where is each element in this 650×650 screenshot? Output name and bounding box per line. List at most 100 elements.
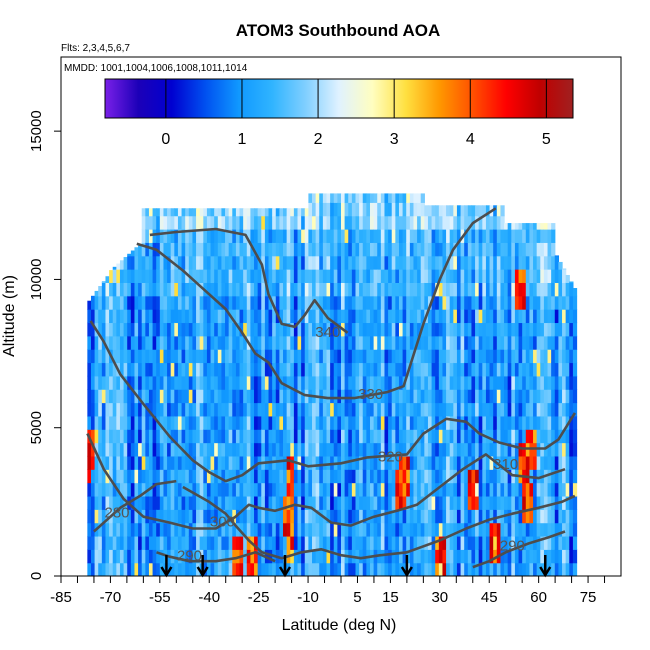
heatmap-cell xyxy=(127,389,132,404)
heatmap-cell xyxy=(246,242,252,257)
heatmap-cell xyxy=(489,215,494,230)
heatmap-cell xyxy=(337,535,342,550)
heatmap-cell xyxy=(333,282,338,297)
heatmap-cell xyxy=(254,229,259,243)
heatmap-cell xyxy=(246,309,252,324)
heatmap-cell xyxy=(279,282,284,297)
heatmap-cell xyxy=(511,535,516,550)
heatmap-cell xyxy=(406,295,411,310)
heatmap-cell xyxy=(456,549,462,564)
heatmap-cell xyxy=(235,255,241,270)
heatmap-cell xyxy=(409,469,415,484)
heatmap-cell xyxy=(272,495,277,510)
heatmap-cell xyxy=(243,562,248,576)
heatmap-cell xyxy=(500,242,505,257)
heatmap-cell xyxy=(235,335,241,350)
heatmap-cell xyxy=(435,215,440,230)
heatmap-cell xyxy=(427,482,433,497)
heatmap-cell xyxy=(199,295,204,310)
heatmap-cell xyxy=(420,335,425,350)
heatmap-cell xyxy=(369,269,375,283)
heatmap-cell xyxy=(290,375,295,390)
heatmap-cell xyxy=(507,562,512,576)
heatmap-cell xyxy=(239,362,244,377)
heatmap-cell xyxy=(351,202,357,217)
heatmap-cell xyxy=(529,295,534,310)
heatmap-cell xyxy=(413,202,418,217)
heatmap-cell xyxy=(543,362,549,377)
heatmap-cell xyxy=(409,215,415,230)
heatmap-cell xyxy=(243,335,248,350)
heatmap-cell xyxy=(475,309,480,324)
heatmap-cell xyxy=(301,429,306,444)
heatmap-cell xyxy=(341,255,346,270)
heatmap-cell xyxy=(373,322,378,337)
heatmap-cell xyxy=(467,362,473,377)
heatmap-cell xyxy=(417,522,422,537)
heatmap-cell xyxy=(417,193,422,203)
heatmap-cell xyxy=(308,295,313,310)
heatmap-cell xyxy=(272,208,277,217)
heatmap-cell xyxy=(297,309,302,324)
heatmap-cell xyxy=(420,375,425,390)
heatmap-cell xyxy=(272,229,277,243)
heatmap-cell xyxy=(243,442,248,457)
heatmap-cell xyxy=(272,535,277,550)
heatmap-cell xyxy=(268,482,273,497)
heatmap-cell xyxy=(98,509,103,524)
heatmap-cell xyxy=(163,442,168,457)
heatmap-cell xyxy=(572,402,578,417)
heatmap-cell xyxy=(348,255,353,270)
heatmap-cell xyxy=(485,495,491,510)
heatmap-cell xyxy=(362,562,367,576)
heatmap-cell xyxy=(148,442,154,457)
heatmap-cell xyxy=(395,469,400,484)
heatmap-cell xyxy=(181,535,186,550)
heatmap-cell xyxy=(562,429,567,444)
heatmap-cell xyxy=(304,269,309,283)
heatmap-cell xyxy=(417,455,422,470)
heatmap-cell xyxy=(453,375,458,390)
heatmap-cell xyxy=(398,469,404,484)
heatmap-cell xyxy=(87,415,92,430)
heatmap-cell xyxy=(293,322,299,337)
heatmap-cell xyxy=(308,322,313,337)
heatmap-cell xyxy=(319,442,324,457)
heatmap-cell xyxy=(438,215,444,230)
heatmap-cell xyxy=(493,549,498,564)
heatmap-cell xyxy=(417,255,422,270)
heatmap-cell xyxy=(112,469,117,484)
heatmap-cell xyxy=(264,309,270,324)
heatmap-cell xyxy=(344,469,349,484)
heatmap-cell xyxy=(141,389,146,404)
heatmap-cell xyxy=(525,309,531,324)
heatmap-cell xyxy=(344,269,349,283)
heatmap-cell xyxy=(283,269,288,283)
heatmap-cell xyxy=(326,215,331,230)
heatmap-cell xyxy=(337,255,342,270)
heatmap-cell xyxy=(283,415,288,430)
heatmap-cell xyxy=(504,442,509,457)
heatmap-cell xyxy=(116,415,121,430)
heatmap-cell xyxy=(496,442,502,457)
heatmap-cell xyxy=(351,229,357,243)
heatmap-cell xyxy=(112,535,117,550)
heatmap-cell xyxy=(304,295,309,310)
heatmap-cell xyxy=(366,362,371,377)
heatmap-cell xyxy=(319,193,324,203)
heatmap-cell xyxy=(355,455,360,470)
heatmap-cell xyxy=(482,242,487,257)
heatmap-cell xyxy=(112,415,117,430)
heatmap-cell xyxy=(496,362,502,377)
heatmap-cell xyxy=(210,375,215,390)
heatmap-cell xyxy=(228,375,233,390)
heatmap-cell xyxy=(417,335,422,350)
heatmap-cell xyxy=(446,295,451,310)
heatmap-cell xyxy=(398,389,404,404)
heatmap-cell xyxy=(279,295,284,310)
heatmap-cell xyxy=(467,335,473,350)
heatmap-cell xyxy=(406,269,411,283)
heatmap-cell xyxy=(369,402,375,417)
heatmap-cell xyxy=(482,469,487,484)
